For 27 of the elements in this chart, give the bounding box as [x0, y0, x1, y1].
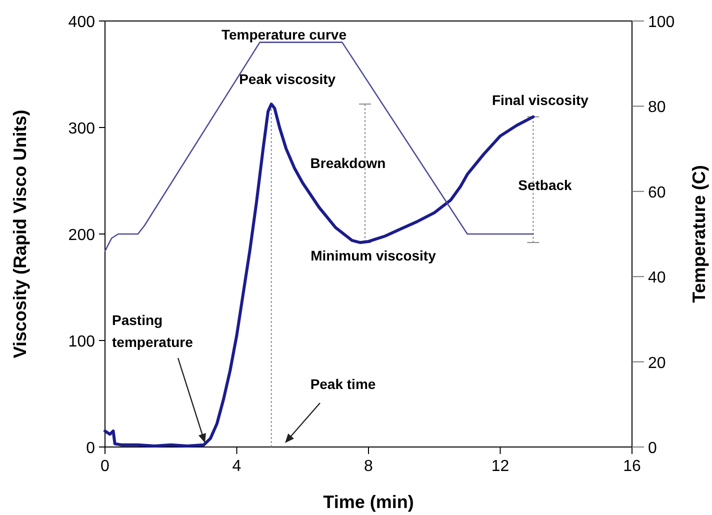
x-axis-title: Time (min)	[323, 492, 414, 512]
y2-tick-label: 100	[648, 14, 675, 31]
y-tick-label: 400	[68, 14, 96, 31]
x-tick-label: 12	[491, 458, 510, 475]
x-tick-label: 4	[232, 458, 242, 475]
y-tick-label: 100	[68, 334, 96, 350]
annotation: Minimum viscosity	[310, 248, 436, 264]
x-tick-label: 16	[623, 458, 641, 475]
y-tick-label: 300	[68, 120, 96, 138]
y2-tick-label: 0	[648, 440, 657, 457]
annotation: Peak time	[310, 376, 376, 392]
y2-axis-title: Temperature (C)	[689, 165, 709, 303]
y2-tick-label: 80	[648, 99, 666, 116]
annotation: Peak viscosity	[239, 71, 336, 88]
y-axis-title: Viscosity (Rapid Visco Units)	[10, 110, 30, 358]
y-tick-label: 200	[68, 227, 96, 244]
annotation: Breakdown	[310, 155, 386, 171]
annotation: Final viscosity	[492, 92, 589, 108]
x-tick-label: 0	[100, 458, 110, 475]
y2-tick-label: 40	[648, 270, 666, 287]
y2-tick-label: 60	[648, 184, 666, 202]
annotation: Pasting temperature	[112, 312, 194, 350]
y-tick-label: 0	[86, 440, 96, 457]
series-label: Temperature curve	[221, 26, 347, 42]
x-tick-label: 8	[364, 458, 374, 475]
y2-tick-label: 20	[648, 354, 666, 372]
annotation: Setback	[518, 177, 572, 193]
